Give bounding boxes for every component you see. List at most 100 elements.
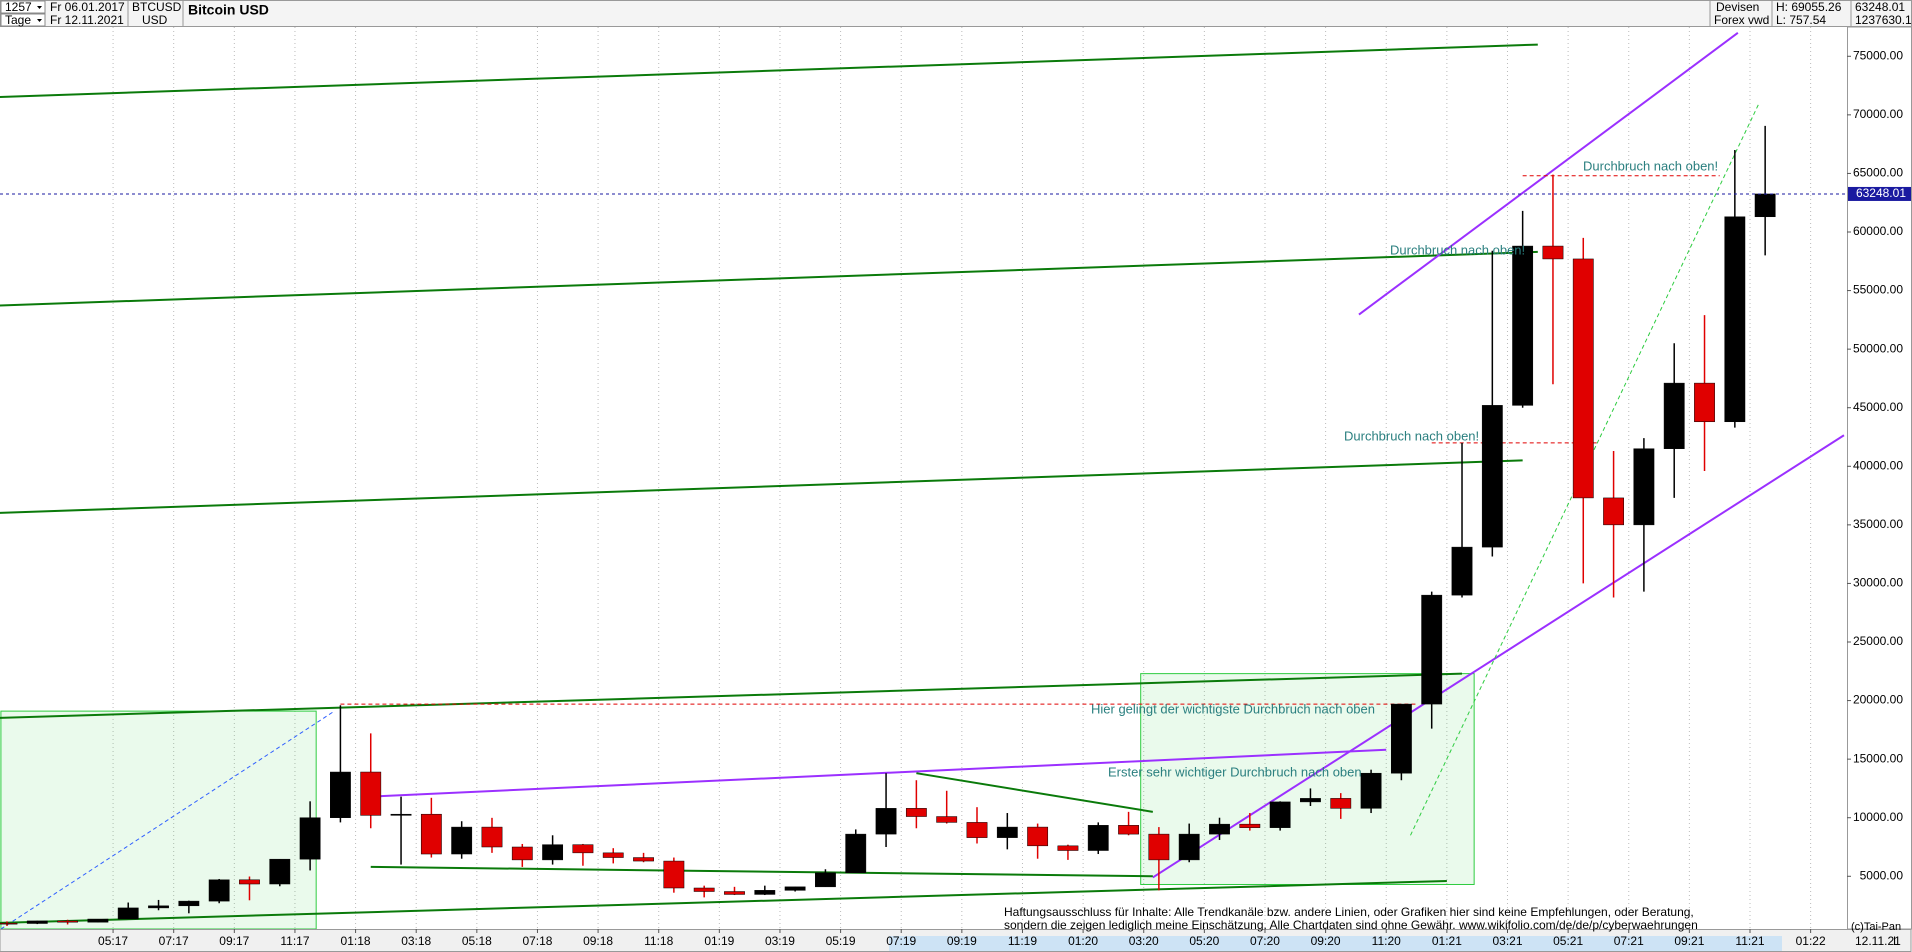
candle-body — [1390, 703, 1412, 774]
chart-title: Bitcoin USD — [188, 2, 269, 18]
candle-body — [178, 900, 200, 907]
low: L: 757.54 — [1776, 13, 1826, 27]
candle-body — [996, 826, 1018, 838]
x-tick-label: 11:17 — [280, 934, 309, 948]
trendline — [0, 672, 1463, 719]
count: 1257 — [5, 0, 32, 14]
candle-body — [724, 891, 745, 895]
x-tick-label: 01:21 — [1432, 934, 1462, 948]
y-tick-label: 5000.00 — [1860, 868, 1904, 882]
candle-body — [1178, 833, 1200, 861]
candle-body — [1209, 823, 1230, 835]
trendline — [0, 710, 335, 929]
candle-body — [451, 826, 473, 855]
candle-body — [1451, 546, 1473, 596]
trendline — [0, 879, 1447, 924]
market: Devisen — [1716, 0, 1759, 14]
trendline — [0, 43, 1538, 99]
period-box[interactable] — [0, 13, 46, 27]
candle-body — [1239, 823, 1261, 828]
count-box[interactable] — [0, 0, 46, 14]
x-tick-label: 09:17 — [219, 934, 249, 948]
candle-body — [1057, 845, 1079, 851]
y-tick-label: 50000.00 — [1853, 341, 1903, 355]
candle-body — [815, 872, 836, 888]
candle-body — [1663, 382, 1685, 449]
volume: 1237630.1 — [1855, 13, 1912, 27]
candle-body — [754, 890, 776, 895]
y-tick-label: 25000.00 — [1853, 634, 1903, 648]
x-tick-label: 11:21 — [1735, 934, 1764, 948]
candle-body — [1512, 245, 1534, 406]
candle-body — [784, 886, 806, 891]
symbol: BTCUSD — [132, 0, 182, 14]
y-tick-label: 60000.00 — [1853, 224, 1903, 238]
high: H: 69055.26 — [1776, 0, 1842, 14]
candle-body — [360, 771, 382, 816]
candle-body — [693, 887, 715, 892]
candle-body — [542, 844, 564, 861]
candle-body — [0, 922, 18, 925]
candle-body — [1694, 382, 1715, 423]
x-tick-label: 11:19 — [1008, 934, 1037, 948]
price-axis-panel — [1847, 26, 1912, 930]
candle-body — [845, 833, 867, 874]
x-tick-label: 07:17 — [159, 934, 189, 948]
x-tick-label: 03:21 — [1492, 934, 1522, 948]
x-tick-label: 01:20 — [1068, 934, 1098, 948]
x-tick-label: 09:20 — [1311, 934, 1341, 948]
time-selection[interactable] — [889, 936, 1782, 951]
header-bar — [0, 0, 1912, 27]
x-tick-label: 09:18 — [583, 934, 613, 948]
y-tick-label: 45000.00 — [1853, 400, 1903, 414]
x-tick-label: 09:21 — [1674, 934, 1704, 948]
y-tick-label: 40000.00 — [1853, 458, 1903, 472]
candle-body — [26, 920, 48, 924]
candle-body — [1633, 448, 1655, 526]
trendline — [370, 865, 1153, 878]
candle-body — [602, 852, 624, 858]
last-price-marker — [1848, 186, 1911, 201]
candle-body — [1481, 405, 1503, 548]
candle-body — [1300, 798, 1321, 803]
candle-body — [208, 879, 230, 902]
trendline — [1358, 32, 1739, 316]
candle-body — [299, 817, 321, 860]
candle-body — [239, 879, 260, 885]
disclaimer: Haftungsausschluss für Inhalte: Alle Tre… — [1004, 905, 1694, 919]
y-tick-label: 10000.00 — [1853, 810, 1903, 824]
y-tick-label: 20000.00 — [1853, 693, 1903, 707]
y-tick-label: 30000.00 — [1853, 576, 1903, 590]
candle-body — [511, 846, 533, 861]
date-from: Fr 06.01.2017 — [50, 0, 125, 14]
y-tick-label: 15000.00 — [1853, 751, 1903, 765]
trendline — [916, 772, 1153, 813]
trendline — [1152, 434, 1845, 879]
annotation: Erster sehr wichtiger Durchbruch nach ob… — [1108, 764, 1362, 779]
trendline — [370, 748, 1387, 798]
candle-body — [57, 920, 79, 923]
candle-body — [633, 857, 654, 862]
x-tick-label: 07:19 — [886, 934, 916, 948]
candle-body — [269, 858, 291, 885]
y-tick-label: 65000.00 — [1853, 166, 1903, 180]
candle-body — [1724, 216, 1746, 423]
candle-body — [1118, 825, 1139, 835]
scale-mode[interactable]: L — [1893, 934, 1900, 948]
source: Forex vwd — [1714, 13, 1769, 27]
disclaimer: sondern die zeigen lediglich meine Einsc… — [1004, 918, 1698, 932]
candle-body — [1542, 245, 1564, 260]
candle-body — [330, 771, 351, 818]
candle-body — [1572, 258, 1594, 499]
x-tick-label: 07:20 — [1250, 934, 1280, 948]
y-tick-label: 70000.00 — [1853, 107, 1903, 121]
candle-body — [663, 860, 685, 889]
x-tick-label: 11:20 — [1372, 934, 1401, 948]
period: Tage — [5, 13, 31, 27]
last: 63248.01 — [1855, 0, 1905, 14]
annotation: Durchbruch nach oben! — [1583, 158, 1718, 173]
candle-body — [966, 822, 988, 838]
annotation: Durchbruch nach oben! — [1390, 242, 1525, 257]
